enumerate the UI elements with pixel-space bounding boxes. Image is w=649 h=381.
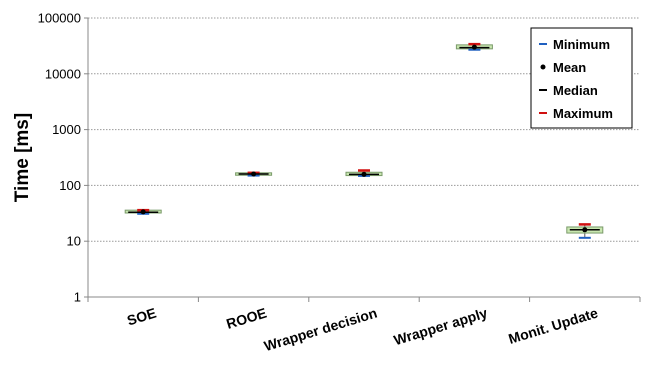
box-5 [566, 223, 604, 239]
category-label: Monit. Update [506, 305, 599, 347]
mean-mark [361, 171, 367, 177]
category-label: ROOE [224, 305, 268, 332]
box-4 [455, 42, 493, 51]
y-axis-label: Time [ms] [12, 113, 33, 202]
y-tick-label: 100000 [38, 11, 81, 26]
legend: Minimum Mean Median Maximum [530, 27, 633, 129]
x-tick-marks [87, 297, 641, 302]
mean-mark [471, 44, 477, 50]
legend-label: Minimum [553, 37, 610, 52]
legend-label: Median [553, 83, 598, 98]
y-tick-label: 10000 [45, 66, 81, 81]
boxes [124, 42, 604, 239]
y-tick-label: 1000 [52, 122, 81, 137]
legend-label: Mean [553, 60, 586, 75]
mean-mark [140, 209, 146, 215]
mean-mark [582, 227, 588, 233]
box-2 [235, 171, 273, 177]
box-1 [124, 208, 162, 215]
y-tick-labels: 1 10 100 1000 10000 100000 [38, 11, 88, 305]
axes [87, 18, 640, 298]
mean-mark [251, 171, 257, 177]
box-3 [345, 169, 383, 177]
legend-frame [530, 27, 633, 129]
y-tick-label: 100 [59, 178, 81, 193]
category-label: SOE [125, 305, 158, 329]
y-tick-label: 1 [74, 290, 81, 305]
category-label: Wrapper decision [262, 305, 379, 355]
legend-mean-symbol [540, 64, 546, 70]
y-tick-label: 10 [67, 234, 81, 249]
category-label: Wrapper apply [392, 305, 490, 349]
legend-label: Maximum [553, 106, 613, 121]
